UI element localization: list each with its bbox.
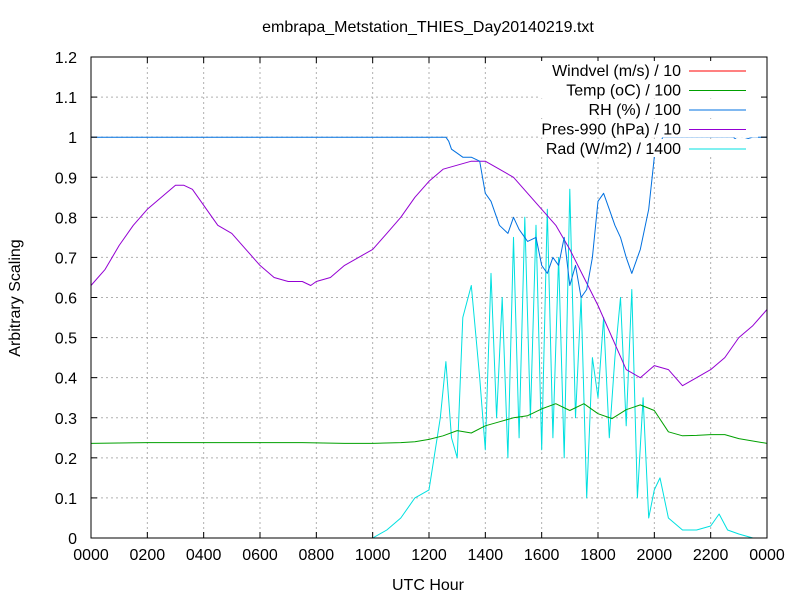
y-tick-label: 1 [68, 130, 77, 147]
y-tick-label: 1.2 [55, 50, 77, 67]
x-tick-label: 0600 [242, 547, 278, 564]
x-tick-label: 1400 [468, 547, 504, 564]
x-tick-label: 1000 [355, 547, 391, 564]
legend-label: Windvel (m/s) / 10 [552, 63, 681, 80]
legend-label: RH (%) / 100 [589, 102, 682, 119]
series-line-3 [90, 160, 768, 387]
chart-title: embrapa_Metstation_THIES_Day20140219.txt [262, 19, 594, 36]
y-tick-label: 0.4 [55, 371, 77, 388]
legend-entry-background [540, 80, 758, 99]
y-tick-label: 0.1 [55, 491, 77, 508]
legend-entry-background [540, 100, 758, 118]
y-tick-label: 0.9 [55, 170, 77, 187]
x-tick-label: 0000 [749, 547, 785, 564]
legend-label: Rad (W/m2) / 1400 [546, 141, 681, 158]
x-tick-label: 1800 [580, 547, 616, 564]
y-tick-label: 0.2 [55, 451, 77, 468]
x-tick-label: 0000 [73, 547, 109, 564]
legend-entry-background [540, 119, 758, 138]
legend-entry-background [540, 61, 758, 79]
legend-label: Temp (oC) / 100 [566, 83, 681, 100]
x-tick-label: 2000 [637, 547, 673, 564]
y-tick-label: 0.8 [55, 210, 77, 227]
x-tick-label: 1600 [524, 547, 560, 564]
y-tick-label: 0.3 [55, 411, 77, 428]
y-tick-label: 0.7 [55, 250, 77, 267]
x-tick-label: 1200 [411, 547, 447, 564]
x-tick-label: 0200 [130, 547, 166, 564]
legend-label: Pres-990 (hPa) / 10 [541, 122, 681, 139]
x-tick-label: 0800 [299, 547, 335, 564]
y-tick-label: 0.5 [55, 331, 77, 348]
x-tick-label: 2200 [693, 547, 729, 564]
series-line-1 [90, 403, 768, 444]
y-tick-label: 0.6 [55, 291, 77, 308]
x-tick-label: 0400 [186, 547, 222, 564]
y-tick-label: 0 [68, 531, 77, 548]
legend-entry-background [540, 139, 758, 157]
series-line-4 [91, 188, 767, 539]
x-axis-label: UTC Hour [392, 577, 465, 594]
y-axis-label: Arbitrary Scaling [7, 239, 24, 356]
ticks: 0000 0200 0400 0600 0800 1000 1200 1400 1600 1800… [55, 50, 785, 564]
y-tick-label: 1.1 [55, 90, 77, 107]
legend: Windvel (m/s) / 10 Temp (oC) / 100 RH (%) … [540, 61, 758, 158]
